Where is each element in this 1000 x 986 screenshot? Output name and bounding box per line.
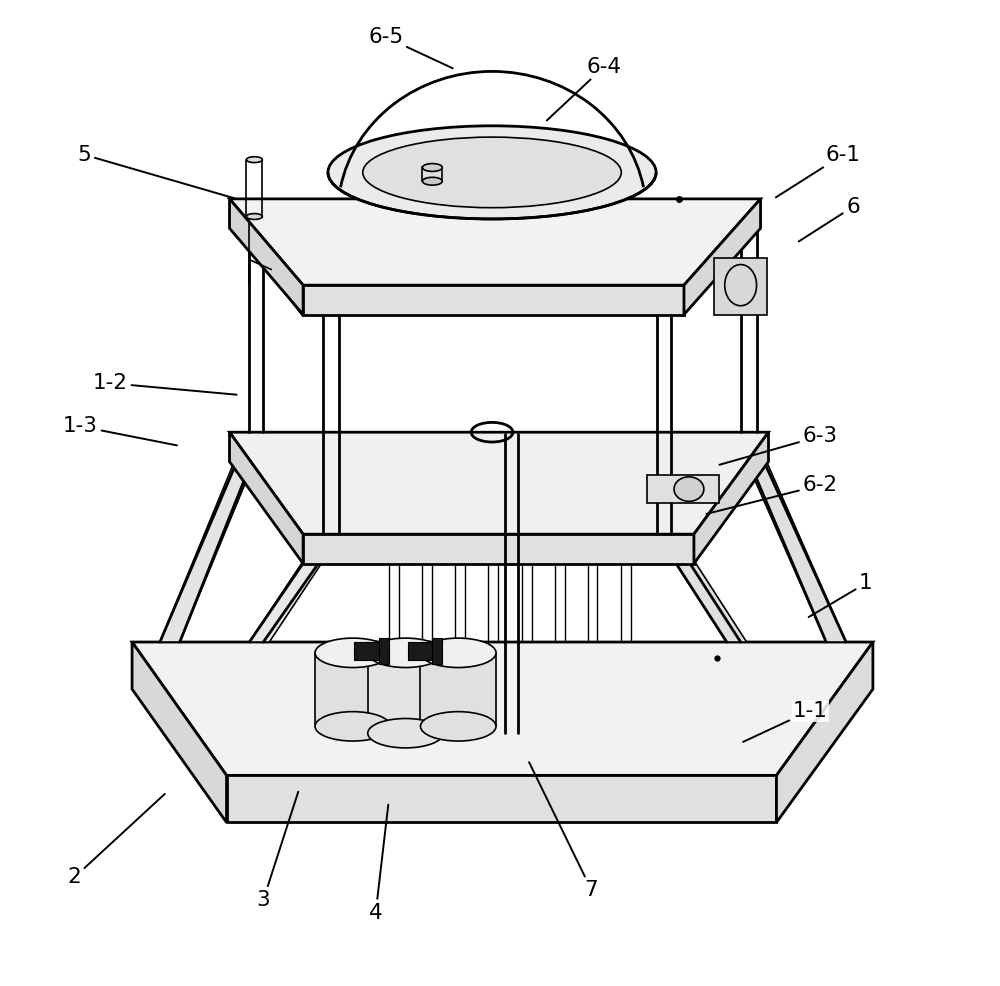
Polygon shape (684, 199, 761, 315)
Text: 6: 6 (799, 197, 860, 242)
Polygon shape (132, 642, 227, 822)
Ellipse shape (368, 638, 443, 668)
Polygon shape (236, 199, 303, 317)
Polygon shape (230, 199, 303, 315)
Text: 5: 5 (77, 145, 234, 198)
Text: 6-1: 6-1 (776, 145, 861, 197)
Text: 6-4: 6-4 (547, 56, 622, 120)
Polygon shape (132, 642, 873, 775)
Ellipse shape (246, 157, 262, 163)
Polygon shape (230, 199, 761, 285)
Text: 2: 2 (68, 794, 165, 887)
Ellipse shape (368, 719, 443, 748)
Ellipse shape (246, 214, 262, 220)
Polygon shape (379, 638, 389, 664)
Text: 6-2: 6-2 (707, 475, 838, 514)
Text: 1-2: 1-2 (93, 373, 237, 394)
Polygon shape (303, 285, 684, 315)
Text: 3: 3 (257, 792, 298, 910)
Ellipse shape (363, 137, 621, 208)
Polygon shape (734, 432, 846, 642)
Polygon shape (303, 534, 694, 564)
Text: 4: 4 (369, 805, 388, 923)
Polygon shape (714, 257, 767, 315)
Ellipse shape (422, 177, 442, 185)
Text: 1: 1 (809, 573, 873, 617)
Polygon shape (368, 653, 443, 734)
Polygon shape (776, 642, 873, 822)
Polygon shape (684, 199, 757, 315)
Polygon shape (354, 642, 384, 660)
Ellipse shape (315, 638, 391, 668)
Polygon shape (647, 475, 719, 503)
Ellipse shape (674, 477, 704, 501)
Polygon shape (315, 653, 391, 727)
Text: 6-3: 6-3 (719, 426, 838, 464)
Polygon shape (432, 638, 442, 664)
Ellipse shape (328, 126, 656, 219)
Text: 6-5: 6-5 (368, 27, 453, 68)
Polygon shape (230, 432, 769, 534)
Polygon shape (249, 534, 341, 642)
Ellipse shape (315, 712, 391, 741)
Polygon shape (420, 653, 496, 727)
Text: 7: 7 (529, 762, 598, 900)
Polygon shape (230, 432, 303, 564)
Polygon shape (408, 642, 437, 660)
Text: 1-3: 1-3 (63, 416, 177, 446)
Ellipse shape (420, 712, 496, 741)
Polygon shape (694, 432, 769, 564)
Ellipse shape (420, 638, 496, 668)
Text: 1-1: 1-1 (743, 701, 828, 741)
Polygon shape (160, 432, 266, 642)
Ellipse shape (422, 164, 442, 172)
Polygon shape (227, 775, 776, 822)
Polygon shape (657, 534, 747, 642)
